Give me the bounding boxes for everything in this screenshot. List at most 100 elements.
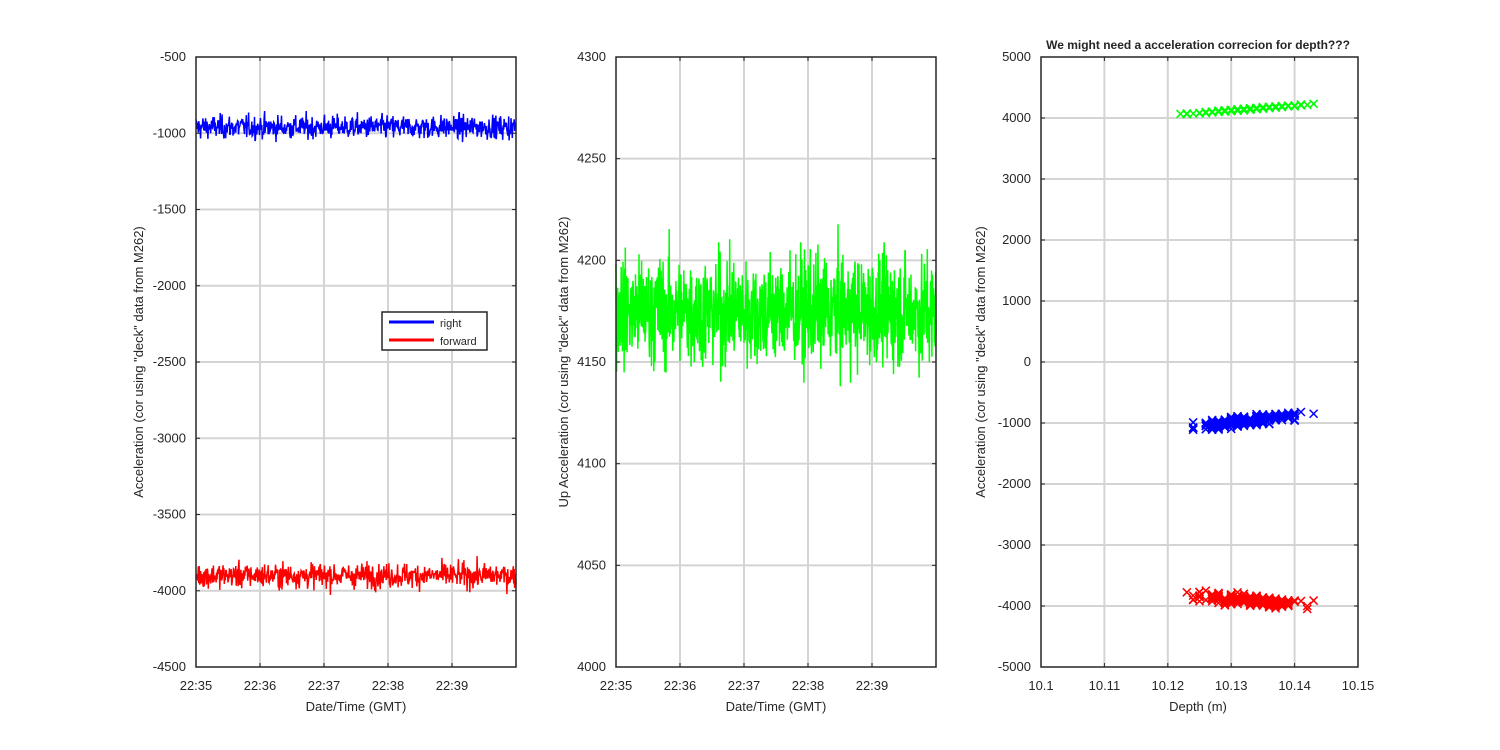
scatter-point: [1213, 415, 1224, 426]
y-tick-label: 4000: [1002, 110, 1031, 125]
panel-middle: 22:35 22:36 22:37 22:38 22:39 4000 4050 4100 415…: [556, 49, 937, 714]
scatter-point: [1226, 593, 1236, 603]
x-axis-label: Depth (m): [1169, 699, 1227, 714]
y-axis-label: Acceleration (cor using "deck" data from…: [973, 226, 988, 498]
x-axis-label: Date/Time (GMT): [306, 699, 407, 714]
scatter-series-2: [1182, 586, 1319, 614]
scatter-point: [1207, 107, 1217, 117]
y-tick-label: -4500: [153, 659, 186, 674]
y-tick-label: 3000: [1002, 171, 1031, 186]
scatter-point: [1220, 106, 1230, 116]
scatter-point: [1277, 412, 1287, 422]
scatter-point: [1296, 99, 1306, 110]
x-tick-label: 10.15: [1342, 678, 1375, 693]
scatter-series-1: [1188, 407, 1319, 435]
y-tick-label: -1000: [998, 415, 1031, 430]
series-line-right: [195, 110, 517, 143]
legend: right forward: [381, 311, 488, 351]
x-tick-label: 22:36: [664, 678, 697, 693]
y-tick-label: 0: [1024, 354, 1031, 369]
legend-label-forward: forward: [440, 336, 477, 348]
x-tick-label: 22:35: [180, 678, 213, 693]
series-line-forward: [195, 556, 517, 596]
scatter-point: [1264, 414, 1274, 424]
scatter-point: [1239, 413, 1249, 423]
scatter-point: [1252, 414, 1262, 425]
scatter-point: [1182, 109, 1192, 119]
scatter-point: [1182, 587, 1192, 597]
y-tick-label: 4200: [577, 252, 606, 267]
y-tick-label: 1000: [1002, 293, 1031, 308]
y-tick-label: 4050: [577, 557, 606, 572]
y-tick-label: 4250: [577, 151, 606, 166]
chart-title: We might need a acceleration correcion f…: [1046, 38, 1350, 52]
y-tick-label: -3000: [998, 537, 1031, 552]
y-tick-label: -2000: [153, 278, 186, 293]
scatter-point: [1194, 591, 1205, 601]
scatter-point: [1290, 597, 1300, 607]
x-tick-label: 22:38: [792, 678, 825, 693]
scatter-point: [1296, 407, 1306, 417]
x-tick-label: 10.11: [1089, 678, 1121, 693]
scatter-point: [1213, 419, 1224, 429]
scatter-point: [1207, 594, 1217, 604]
scatter-point: [1302, 604, 1312, 614]
scatter-point: [1283, 600, 1293, 610]
x-tick-label: 22:35: [600, 678, 633, 693]
y-tick-label: -3000: [153, 430, 186, 445]
x-tick-label: 22:39: [436, 678, 469, 693]
scatter-point: [1258, 103, 1268, 113]
y-axis-label: Acceleration (cor using "deck" data from…: [131, 226, 146, 498]
scatter-point: [1245, 105, 1255, 115]
y-tick-label: -500: [160, 49, 186, 64]
y-tick-label: -1500: [153, 202, 186, 217]
scatter-point: [1271, 599, 1281, 609]
scatter-point: [1290, 409, 1300, 420]
scatter-point: [1226, 424, 1236, 434]
x-tick-label: 22:37: [728, 678, 761, 693]
panel-right: 10.1 10.11 10.12 10.13 10.14 10.15 -5000 -4000 -…: [973, 38, 1374, 714]
scatter-point: [1233, 420, 1243, 430]
x-tick-label: 22:38: [372, 678, 405, 693]
y-tick-label: -1000: [153, 125, 186, 140]
x-tick-label: 22:39: [856, 678, 889, 693]
scatter-point: [1220, 600, 1230, 610]
scatter-point: [1245, 597, 1255, 607]
y-tick-label: -2000: [998, 476, 1031, 491]
y-axis-label: Up Acceleration (cor using "deck" data f…: [556, 216, 571, 507]
y-tick-label: -2500: [153, 354, 186, 369]
y-tick-label: 4000: [577, 659, 606, 674]
legend-label-right: right: [440, 318, 461, 330]
scatter-point: [1309, 409, 1319, 419]
x-tick-label: 10.14: [1278, 678, 1311, 693]
scatter-point: [1188, 417, 1198, 427]
scatter-point: [1309, 596, 1319, 606]
scatter-point: [1201, 586, 1211, 596]
panel-left: 22:35 22:36 22:37 22:38 22:39 -4500 -4000 -3500…: [131, 49, 517, 714]
scatter-point: [1258, 596, 1268, 606]
scatter-point: [1188, 425, 1198, 435]
scatter-point: [1277, 101, 1287, 111]
series-line-series-0: [615, 224, 937, 387]
x-axis-label: Date/Time (GMT): [726, 699, 827, 714]
y-tick-label: -4000: [998, 598, 1031, 613]
scatter-point: [1252, 411, 1262, 422]
scatter-point: [1226, 597, 1236, 607]
y-tick-label: 5000: [1002, 49, 1031, 64]
x-tick-label: 10.13: [1215, 678, 1248, 693]
scatter-point: [1213, 589, 1224, 599]
scatter-point: [1239, 589, 1249, 599]
y-tick-label: -5000: [998, 659, 1031, 674]
x-tick-label: 10.1: [1028, 678, 1053, 693]
y-tick-label: -4000: [153, 583, 186, 598]
y-tick-label: 4100: [577, 456, 606, 471]
x-tick-label: 10.12: [1152, 678, 1185, 693]
y-tick-label: -3500: [153, 507, 186, 522]
x-tick-label: 22:36: [244, 678, 277, 693]
scatter-series-0: [1175, 99, 1319, 119]
x-tick-label: 22:37: [308, 678, 341, 693]
y-tick-label: 2000: [1002, 232, 1031, 247]
scatter-point: [1213, 423, 1224, 433]
y-tick-label: 4150: [577, 354, 606, 369]
